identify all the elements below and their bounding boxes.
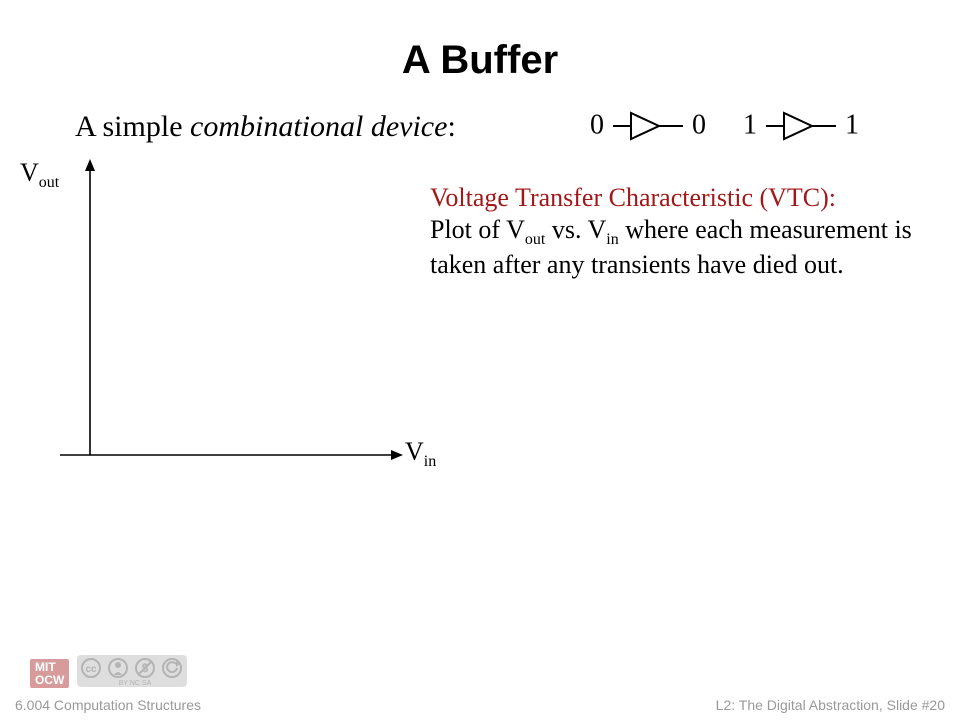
vtc-heading: Voltage Transfer Characteristic (VTC): (430, 183, 836, 212)
subtitle-em: combinational device (190, 110, 447, 143)
vtc-description: Voltage Transfer Characteristic (VTC): P… (430, 182, 920, 281)
footer-right: L2: The Digital Abstraction, Slide #20 (716, 697, 945, 713)
buffer-example-1: 1 1 (743, 108, 859, 143)
license-badges: MIT OCW cc $ BY NC SA (30, 655, 187, 692)
vtc-body-b: vs. V (545, 215, 606, 244)
svg-text:cc: cc (86, 664, 98, 675)
buffer-icon (613, 109, 683, 143)
vtc-body-b-sub: in (606, 231, 618, 248)
ylabel-main: V (20, 158, 39, 187)
buffer-out-0: 0 (692, 110, 706, 141)
x-axis-label: Vin (405, 437, 436, 471)
subtitle: A simple combinational device: (75, 110, 456, 144)
y-axis-label: Vout (20, 158, 59, 192)
vtc-body: Plot of Vout vs. Vin where each measurem… (430, 215, 912, 280)
buffer-example-0: 0 0 (590, 108, 706, 143)
buffer-in-1: 1 (743, 110, 757, 141)
axes-svg (55, 155, 455, 485)
cc-text: BY NC SA (119, 680, 152, 687)
ylabel-sub: out (39, 174, 59, 191)
slide-title: A Buffer (0, 0, 960, 83)
footer-left: 6.004 Computation Structures (15, 697, 201, 713)
buffer-in-0: 0 (590, 110, 604, 141)
mit-ocw-badge: MIT OCW (30, 659, 69, 688)
axes-plot: Vout Vin (55, 155, 455, 490)
buffer-out-1: 1 (845, 110, 859, 141)
xlabel-sub: in (424, 453, 436, 470)
xlabel-main: V (405, 437, 424, 466)
mit-line2: OCW (35, 673, 64, 687)
vtc-body-a: Plot of V (430, 215, 525, 244)
buffer-examples: 0 0 1 1 (590, 108, 859, 143)
slide: A Buffer A simple combinational device: … (0, 0, 960, 720)
vtc-body-a-sub: out (525, 231, 545, 248)
cc-badge: cc $ BY NC SA (77, 655, 187, 692)
buffer-icon (766, 109, 836, 143)
subtitle-suffix: : (447, 110, 455, 143)
subtitle-prefix: A simple (75, 110, 190, 143)
